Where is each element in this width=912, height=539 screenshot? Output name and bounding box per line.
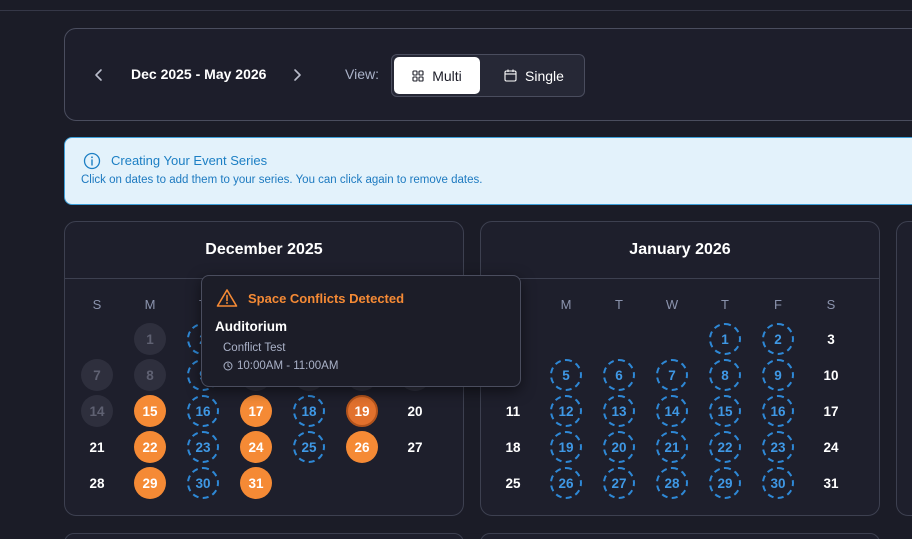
info-banner: Creating Your Event Series Click on date… <box>64 137 912 205</box>
day-cell-31[interactable]: 31 <box>240 467 272 499</box>
day-cell-13[interactable]: 13 <box>603 395 635 427</box>
month-title: December 2025 <box>65 222 463 279</box>
clock-icon <box>223 361 233 371</box>
day-cell-7: 7 <box>81 359 113 391</box>
grid-icon <box>412 69 424 82</box>
conflict-space-name: Auditorium <box>215 319 287 334</box>
day-cell-26[interactable]: 26 <box>346 431 378 463</box>
day-cell-18[interactable]: 18 <box>505 439 521 455</box>
conflict-time: 10:00AM - 11:00AM <box>223 360 338 372</box>
view-toggle-group: Multi Single <box>391 54 585 97</box>
warning-icon <box>216 288 238 313</box>
day-cell-8: 8 <box>134 359 166 391</box>
day-cell-6[interactable]: 6 <box>603 359 635 391</box>
day-cell-15[interactable]: 15 <box>709 395 741 427</box>
day-cell-27[interactable]: 27 <box>407 439 423 455</box>
day-cell-29[interactable]: 29 <box>134 467 166 499</box>
day-cell-17[interactable]: 17 <box>240 395 272 427</box>
day-cell-25[interactable]: 25 <box>293 431 325 463</box>
day-cell-10[interactable]: 10 <box>823 367 839 383</box>
day-cell-30[interactable]: 30 <box>187 467 219 499</box>
single-view-button[interactable]: Single <box>486 57 582 94</box>
banner-text: Click on dates to add them to your serie… <box>81 174 483 186</box>
day-cell-18[interactable]: 18 <box>293 395 325 427</box>
day-cell-3[interactable]: 3 <box>827 331 835 347</box>
day-cell-15[interactable]: 15 <box>134 395 166 427</box>
calendar-icon <box>504 69 517 82</box>
view-label: View: <box>345 66 379 82</box>
day-cell-1: 1 <box>134 323 166 355</box>
day-cell-9[interactable]: 9 <box>762 359 794 391</box>
calendar-toolbar: Dec 2025 - May 2026 View: Multi Single <box>64 28 912 121</box>
day-cell-12[interactable]: 12 <box>550 395 582 427</box>
day-cell-22[interactable]: 22 <box>134 431 166 463</box>
weekday-header: T <box>615 297 623 312</box>
day-cell-28[interactable]: 28 <box>89 475 105 491</box>
chevron-right-icon[interactable] <box>287 65 307 85</box>
weekday-header: T <box>721 297 729 312</box>
day-cell-1[interactable]: 1 <box>709 323 741 355</box>
date-range-label: Dec 2025 - May 2026 <box>131 66 267 82</box>
weekday-header: S <box>92 297 102 312</box>
day-cell-22[interactable]: 22 <box>709 431 741 463</box>
day-cell-5[interactable]: 5 <box>550 359 582 391</box>
info-icon <box>83 152 101 175</box>
day-cell-21[interactable]: 21 <box>89 439 105 455</box>
day-cell-11[interactable]: 11 <box>505 403 521 419</box>
day-cell-17[interactable]: 17 <box>823 403 839 419</box>
day-cell-26[interactable]: 26 <box>550 467 582 499</box>
day-cell-23[interactable]: 23 <box>762 431 794 463</box>
month-card-next <box>896 221 912 516</box>
weekday-header: S <box>826 297 836 312</box>
weekday-header: M <box>560 297 572 312</box>
top-divider <box>0 10 912 11</box>
day-cell-31[interactable]: 31 <box>823 475 839 491</box>
day-cell-7[interactable]: 7 <box>656 359 688 391</box>
day-cell-29[interactable]: 29 <box>709 467 741 499</box>
day-cell-14[interactable]: 14 <box>656 395 688 427</box>
month-card-january-2026: January 2026 SMTWTFS12345678910111213141… <box>480 221 880 516</box>
day-cell-2[interactable]: 2 <box>762 323 794 355</box>
multi-view-button[interactable]: Multi <box>394 57 480 94</box>
day-cell-16[interactable]: 16 <box>187 395 219 427</box>
day-cell-16[interactable]: 16 <box>762 395 794 427</box>
day-cell-27[interactable]: 27 <box>603 467 635 499</box>
month-title: January 2026 <box>481 222 879 279</box>
day-cell-14: 14 <box>81 395 113 427</box>
weekday-header: W <box>665 297 679 312</box>
multi-view-label: Multi <box>432 67 462 84</box>
day-cell-28[interactable]: 28 <box>656 467 688 499</box>
banner-title: Creating Your Event Series <box>111 153 268 168</box>
tooltip-title: Space Conflicts Detected <box>248 291 405 306</box>
chevron-left-icon[interactable] <box>89 65 109 85</box>
day-cell-21[interactable]: 21 <box>656 431 688 463</box>
single-view-label: Single <box>525 67 564 84</box>
day-cell-25[interactable]: 25 <box>505 475 521 491</box>
day-cell-30[interactable]: 30 <box>762 467 794 499</box>
day-cell-20[interactable]: 20 <box>407 403 423 419</box>
conflict-event-name: Conflict Test <box>223 342 286 354</box>
day-cell-24[interactable]: 24 <box>240 431 272 463</box>
weekday-header: F <box>774 297 782 312</box>
conflict-time-text: 10:00AM - 11:00AM <box>237 360 339 372</box>
day-cell-8[interactable]: 8 <box>709 359 741 391</box>
conflict-tooltip: Space Conflicts Detected Auditorium Conf… <box>201 275 521 387</box>
month-card-row2 <box>480 533 880 539</box>
day-cell-20[interactable]: 20 <box>603 431 635 463</box>
day-cell-19[interactable]: 19 <box>346 395 378 427</box>
day-cell-24[interactable]: 24 <box>823 439 839 455</box>
month-card-row2 <box>64 533 464 539</box>
day-cell-19[interactable]: 19 <box>550 431 582 463</box>
weekday-header: M <box>144 297 156 312</box>
day-cell-23[interactable]: 23 <box>187 431 219 463</box>
